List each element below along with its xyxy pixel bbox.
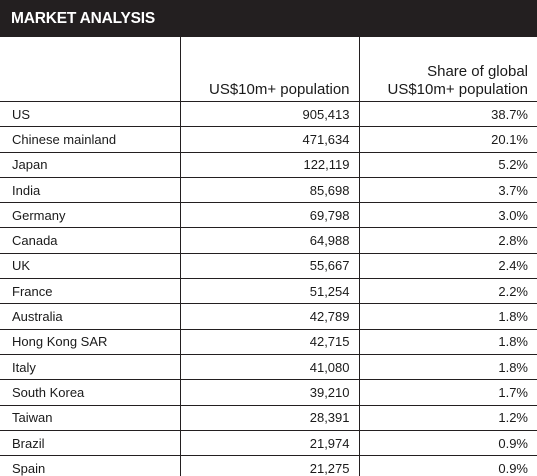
share-cell: 1.7% [358,379,537,406]
table-header: US$10m+ population Share of global US$10… [0,37,537,102]
share-cell: 0.9% [358,455,537,476]
share-cell: 38.7% [358,101,537,128]
table-row: Canada 64,988 2.8% [0,227,537,254]
table-row: Germany 69,798 3.0% [0,202,537,229]
header-population-label: US$10m+ population [208,81,350,98]
share-cell: 2.4% [358,253,537,280]
share-cell: 5.2% [358,152,537,178]
country-cell: Taiwan [0,405,180,431]
header-share-label-line2: US$10m+ population [387,81,528,98]
population-cell: 905,413 [179,101,359,128]
share-cell: 1.8% [358,354,537,381]
share-cell: 3.7% [358,177,537,204]
table-row: US 905,413 38.7% [0,101,537,128]
country-cell: Spain [0,455,180,476]
table-row: Australia 42,789 1.8% [0,303,537,330]
country-cell: France [0,278,180,305]
header-population-cell: US$10m+ population [179,37,359,102]
header-share-label-line1: Share of global [427,63,528,80]
share-cell: 1.2% [358,405,537,431]
population-cell: 85,698 [179,177,359,204]
population-cell: 51,254 [179,278,359,305]
country-cell: Germany [0,202,180,229]
table-row: Taiwan 28,391 1.2% [0,405,537,431]
table-row: France 51,254 2.2% [0,278,537,305]
country-cell: Canada [0,227,180,254]
section-title: MARKET ANALYSIS [11,9,155,27]
population-cell: 64,988 [179,227,359,254]
share-cell: 2.8% [358,227,537,254]
share-cell: 1.8% [358,329,537,355]
table-body: US 905,413 38.7% Chinese mainland 471,634 20.… [0,101,537,476]
country-cell: UK [0,253,180,280]
country-cell: Brazil [0,430,180,457]
table-row: Hong Kong SAR 42,715 1.8% [0,329,537,355]
table-row: Spain 21,275 0.9% [0,455,537,476]
country-cell: Italy [0,354,180,381]
table-row: Japan 122,119 5.2% [0,152,537,178]
share-cell: 3.0% [358,202,537,229]
country-cell: Japan [0,152,180,178]
market-analysis-table: US$10m+ population Share of global US$10… [0,37,537,476]
header-share-cell: Share of global US$10m+ population [358,37,537,102]
header-country-cell [0,37,180,102]
population-cell: 69,798 [179,202,359,229]
population-cell: 55,667 [179,253,359,280]
population-cell: 471,634 [179,126,359,153]
share-cell: 1.8% [358,303,537,330]
country-cell: Hong Kong SAR [0,329,180,355]
country-cell: South Korea [0,379,180,406]
table-row: Brazil 21,974 0.9% [0,430,537,457]
table-row: Chinese mainland 471,634 20.1% [0,126,537,153]
population-cell: 39,210 [179,379,359,406]
table-row: India 85,698 3.7% [0,177,537,204]
population-cell: 42,789 [179,303,359,330]
table-row: UK 55,667 2.4% [0,253,537,280]
header-row: US$10m+ population Share of global US$10… [0,37,537,102]
country-cell: India [0,177,180,204]
country-cell: Australia [0,303,180,330]
population-cell: 122,119 [179,152,359,178]
population-cell: 21,974 [179,430,359,457]
share-cell: 0.9% [358,430,537,457]
table-row: Italy 41,080 1.8% [0,354,537,381]
country-cell: US [0,101,180,128]
table-row: South Korea 39,210 1.7% [0,379,537,406]
population-cell: 28,391 [179,405,359,431]
population-cell: 21,275 [179,455,359,476]
country-cell: Chinese mainland [0,126,180,153]
share-cell: 20.1% [358,126,537,153]
share-cell: 2.2% [358,278,537,305]
population-cell: 41,080 [179,354,359,381]
section-title-bar: MARKET ANALYSIS [0,0,537,37]
population-cell: 42,715 [179,329,359,355]
